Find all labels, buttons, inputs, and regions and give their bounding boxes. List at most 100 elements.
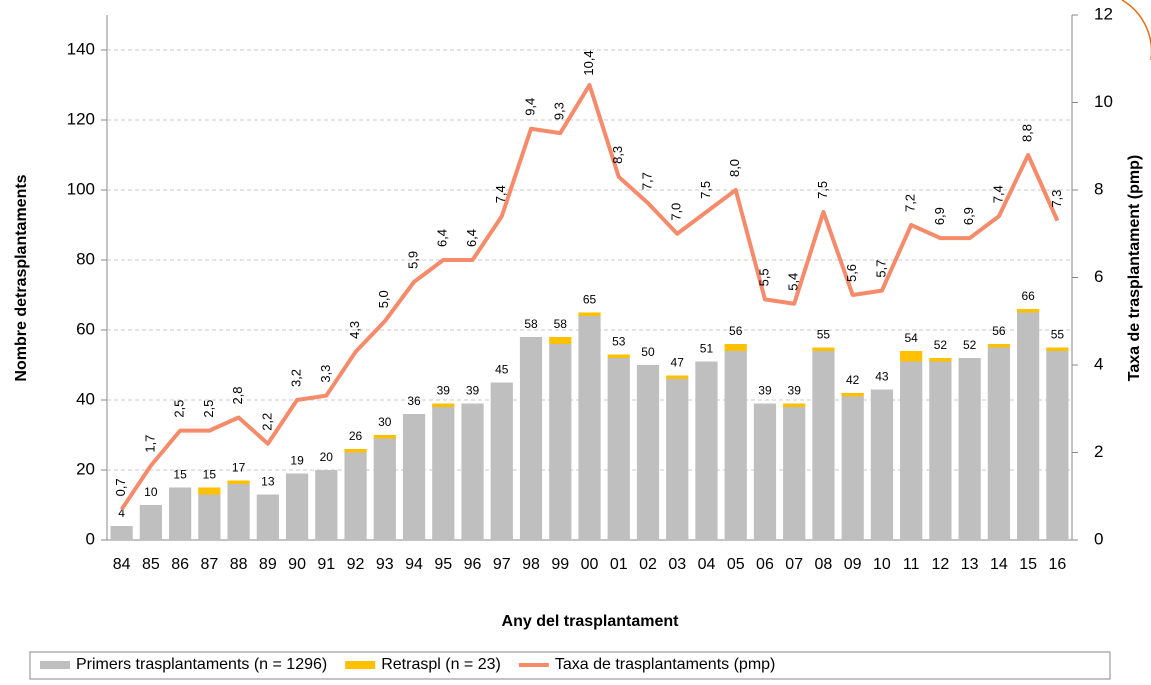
legend-box xyxy=(29,651,1111,680)
line-label: 9,4 xyxy=(522,98,537,116)
x-tick-label: 88 xyxy=(230,556,248,573)
bar xyxy=(900,361,923,540)
bar xyxy=(929,361,952,540)
x-tick-label: 10 xyxy=(873,556,891,573)
bar xyxy=(724,344,747,351)
bar xyxy=(549,337,572,344)
bar xyxy=(432,407,455,540)
legend-label: Primers trasplantaments (n = 1296) xyxy=(76,656,327,673)
total-label: 56 xyxy=(729,324,743,338)
x-tick-label: 14 xyxy=(990,556,1008,573)
x-tick-label: 02 xyxy=(639,556,657,573)
total-label: 4 xyxy=(118,506,125,520)
bar xyxy=(1017,309,1040,313)
x-tick-label: 94 xyxy=(405,556,423,573)
legend-label: Taxa de trasplantaments (pmp) xyxy=(555,656,776,673)
line-label: 4,3 xyxy=(347,321,362,339)
bar xyxy=(607,358,630,540)
bar xyxy=(373,438,396,540)
bar xyxy=(812,351,835,540)
total-label: 15 xyxy=(173,468,187,482)
line-label: 6,4 xyxy=(464,229,479,247)
line-label: 5,9 xyxy=(405,251,420,269)
line-label: 7,7 xyxy=(639,172,654,190)
x-tick-label: 15 xyxy=(1019,556,1037,573)
total-label: 39 xyxy=(466,384,480,398)
line-label: 9,3 xyxy=(552,102,567,120)
bar xyxy=(549,344,572,540)
line-label: 7,4 xyxy=(990,185,1005,203)
bar xyxy=(256,494,279,540)
bar xyxy=(724,351,747,540)
line-label: 2,8 xyxy=(230,386,245,404)
x-tick-label: 09 xyxy=(844,556,862,573)
bar xyxy=(139,505,162,540)
total-label: 50 xyxy=(641,345,655,359)
line-label: 7,0 xyxy=(669,203,684,221)
bar xyxy=(900,351,923,362)
bar xyxy=(1046,347,1069,351)
x-tick-label: 89 xyxy=(259,556,277,573)
bar xyxy=(168,487,192,540)
total-label: 53 xyxy=(612,335,626,349)
y-tick-label: 20 xyxy=(76,459,95,478)
total-label: 39 xyxy=(437,384,451,398)
line-label: 2,5 xyxy=(201,400,216,418)
total-label: 30 xyxy=(378,415,392,429)
bar xyxy=(344,452,367,540)
total-label: 17 xyxy=(232,461,246,475)
total-label: 19 xyxy=(290,454,304,468)
bar xyxy=(812,347,835,351)
bar xyxy=(578,312,601,316)
line-label: 8,3 xyxy=(610,146,625,164)
y2-tick-label: 6 xyxy=(1094,267,1103,286)
line-label: 1,7 xyxy=(142,435,157,453)
bar xyxy=(841,393,864,397)
line-label: 7,5 xyxy=(698,181,713,199)
x-tick-label: 97 xyxy=(493,556,511,573)
bar xyxy=(315,470,338,540)
bar xyxy=(666,375,689,379)
total-label: 15 xyxy=(203,468,217,482)
line-label: 3,3 xyxy=(318,365,333,383)
y-tick-label: 140 xyxy=(67,39,95,58)
x-tick-label: 00 xyxy=(581,556,599,573)
x-tick-label: 16 xyxy=(1048,556,1066,573)
y-tick-label: 0 xyxy=(86,529,95,548)
bar xyxy=(695,361,718,540)
total-label: 55 xyxy=(1051,328,1065,342)
bar xyxy=(666,379,689,540)
bar xyxy=(578,316,601,540)
total-label: 58 xyxy=(554,317,568,331)
bar xyxy=(198,494,221,540)
total-label: 56 xyxy=(992,324,1006,338)
legend-label: Retraspl (n = 23) xyxy=(381,656,501,673)
decoration-arc xyxy=(1121,0,1151,60)
bar xyxy=(1017,312,1040,540)
total-label: 65 xyxy=(583,293,597,307)
bar xyxy=(607,354,630,358)
line-label: 7,3 xyxy=(1049,190,1064,208)
y2-tick-label: 8 xyxy=(1094,179,1103,198)
x-tick-label: 91 xyxy=(317,556,335,573)
y2-tick-label: 10 xyxy=(1094,92,1113,111)
line-label: 3,2 xyxy=(289,369,304,387)
total-label: 36 xyxy=(407,394,421,408)
y-tick-label: 40 xyxy=(76,389,95,408)
bar xyxy=(753,403,777,540)
total-label: 39 xyxy=(788,384,802,398)
x-tick-label: 08 xyxy=(815,556,833,573)
bar xyxy=(227,480,250,484)
line-label: 5,0 xyxy=(376,290,391,308)
bar xyxy=(987,344,1011,348)
line-label: 10,4 xyxy=(581,50,596,75)
bar xyxy=(636,365,660,540)
x-axis-title: Any del trasplantament xyxy=(502,613,680,630)
total-label: 42 xyxy=(846,373,860,387)
y2-tick-label: 12 xyxy=(1094,4,1113,23)
bar xyxy=(519,337,543,540)
bar xyxy=(783,407,806,540)
line-label: 6,9 xyxy=(961,207,976,225)
line-label: 8,8 xyxy=(1020,124,1035,142)
x-tick-label: 99 xyxy=(551,556,569,573)
